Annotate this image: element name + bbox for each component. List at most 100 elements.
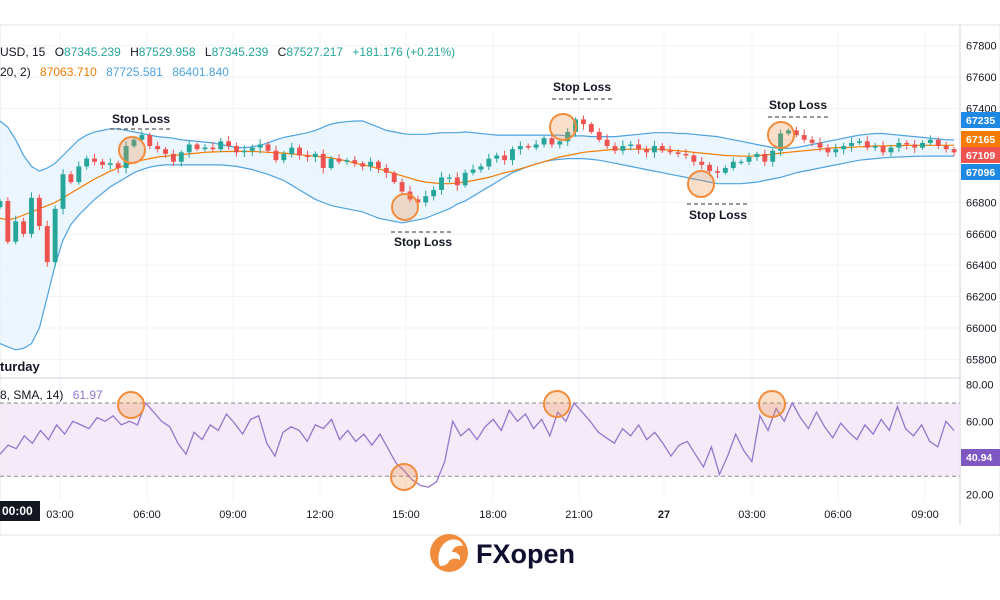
candle [360,161,366,171]
candle [470,164,476,176]
time-tick-label: 06:00 [133,509,161,521]
time-tick-label: 18:00 [479,509,507,521]
candle-body [462,172,468,186]
candle [52,205,58,268]
candle-body [667,150,673,153]
candle [927,135,933,146]
price-tick-label: 67600 [966,72,997,84]
candle-body [241,150,247,153]
candle-body [344,160,350,162]
time-tick-label: 09:00 [911,509,939,521]
candle-body [549,138,555,145]
candle [36,194,42,231]
candle [123,141,129,174]
candle [494,152,500,163]
rsi-tag-bg [961,449,1000,466]
candle [439,172,444,195]
candle-body [44,226,50,263]
candle-body [352,160,358,164]
candle [691,152,697,166]
candle [305,150,310,162]
candle-body [912,144,918,148]
candle-body [565,131,571,142]
bollinger-upper-line [0,120,955,172]
candle-body [715,171,720,173]
candle-body [833,149,839,153]
candle [210,141,216,153]
candle-body [707,164,713,172]
price-tag-text: 67096 [966,167,995,179]
signal-marker [767,121,795,149]
candle-body [68,174,74,183]
candle [155,141,161,153]
candle [76,161,82,185]
candle-body [510,149,515,161]
candle-body [131,139,137,147]
price-tag-bg [961,112,1000,128]
candle-body [226,141,232,147]
candle [368,157,373,171]
candle [320,149,326,174]
candle [786,128,791,136]
signal-marker [390,463,418,491]
candle [423,190,429,207]
candle [888,144,894,157]
signal-marker [758,390,786,418]
candle [226,135,232,150]
candle-body [84,158,90,167]
candle-body [249,147,255,151]
candle [770,148,776,167]
candle-body [604,139,610,147]
bollinger-band-fill [0,121,955,350]
price-tick-label: 66200 [966,292,997,304]
candle-body [305,155,310,158]
candle [5,197,11,245]
signal-marker [543,390,571,418]
stop-loss-annotation-2: Stop Loss [391,231,452,249]
candle-body [620,146,626,151]
candle-body [920,142,925,148]
candle-body [36,197,42,227]
candle [328,156,334,171]
candle-body [218,141,224,150]
candle-body [612,146,618,151]
candle-body [336,158,342,162]
candle-body [841,146,847,150]
candle [549,133,555,148]
candle [399,178,405,194]
rsi-line [0,401,955,488]
candle-body [328,158,334,168]
candle [581,115,586,130]
candle [856,138,862,146]
candle-body [517,146,523,150]
candle-body [312,153,318,158]
candle-body [29,197,34,234]
candle-body [446,177,452,179]
candle-body [943,146,949,150]
candle-body [289,147,295,154]
candle [912,139,918,154]
bollinger-params: 20, 2) [0,65,31,79]
signal-marker [549,113,577,141]
candle-body [478,166,484,170]
candle [486,153,492,171]
candle [194,142,200,152]
stop-loss-annotation-5: Stop Loss [768,98,828,118]
candle-body [880,146,886,153]
candle [281,150,287,164]
candle [13,215,19,245]
candle [849,137,854,152]
price-tags: 67235 67165 67109 67096 [961,112,1000,180]
candle [651,140,657,158]
candle [241,145,247,158]
time-tick-label: 15:00 [392,509,420,521]
candle-body [738,161,744,163]
candle-body [273,150,279,161]
candle-body [383,168,389,173]
candle-body [588,124,594,132]
candle-body [210,147,216,150]
candle [170,149,176,167]
candle-body [730,161,736,168]
rsi-tag-text: 40.94 [966,452,992,464]
candle-body [525,146,531,148]
